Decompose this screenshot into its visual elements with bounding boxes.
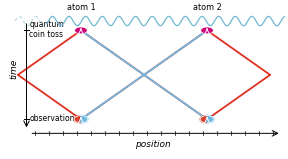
Polygon shape: [207, 116, 214, 123]
Polygon shape: [200, 116, 207, 123]
Polygon shape: [81, 116, 88, 123]
Polygon shape: [74, 116, 81, 123]
Circle shape: [201, 27, 213, 34]
Text: observation: observation: [29, 114, 75, 123]
Text: quantum
coin toss: quantum coin toss: [29, 20, 64, 39]
Text: time: time: [9, 59, 18, 79]
Circle shape: [75, 27, 87, 34]
Text: position: position: [135, 140, 170, 149]
Text: atom 1: atom 1: [67, 3, 95, 12]
Text: atom 2: atom 2: [193, 3, 221, 12]
